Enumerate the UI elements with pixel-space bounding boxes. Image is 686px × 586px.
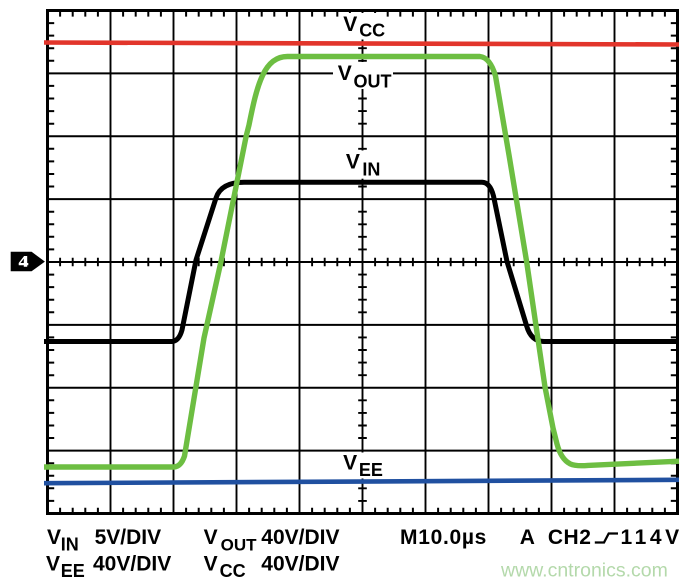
svg-text:40V/DIV: 40V/DIV <box>261 553 339 576</box>
svg-text:114V: 114V <box>621 526 683 549</box>
svg-text:CH2: CH2 <box>548 526 592 549</box>
svg-text:EE: EE <box>359 460 383 480</box>
svg-text:V: V <box>46 553 60 576</box>
svg-text:V: V <box>204 526 218 549</box>
svg-text:IN: IN <box>61 534 79 554</box>
svg-text:www.cntronics.com: www.cntronics.com <box>500 560 668 582</box>
svg-text:EE: EE <box>61 561 85 581</box>
svg-text:CC: CC <box>220 561 246 581</box>
svg-text:OUT: OUT <box>354 71 392 91</box>
svg-text:V: V <box>47 526 61 549</box>
svg-text:M10.0µs: M10.0µs <box>400 526 487 549</box>
svg-text:V: V <box>343 452 357 475</box>
svg-text:A: A <box>520 526 535 549</box>
svg-text:40V/DIV: 40V/DIV <box>93 553 171 576</box>
svg-text:V: V <box>343 13 357 36</box>
svg-text:V: V <box>204 553 218 576</box>
svg-text:IN: IN <box>362 160 380 180</box>
svg-text:CC: CC <box>359 21 385 41</box>
svg-text:OUT: OUT <box>221 535 258 554</box>
svg-text:V: V <box>338 62 352 85</box>
svg-text:V: V <box>346 151 360 174</box>
svg-text:40V/DIV: 40V/DIV <box>261 526 339 549</box>
svg-text:5V/DIV: 5V/DIV <box>95 526 162 549</box>
